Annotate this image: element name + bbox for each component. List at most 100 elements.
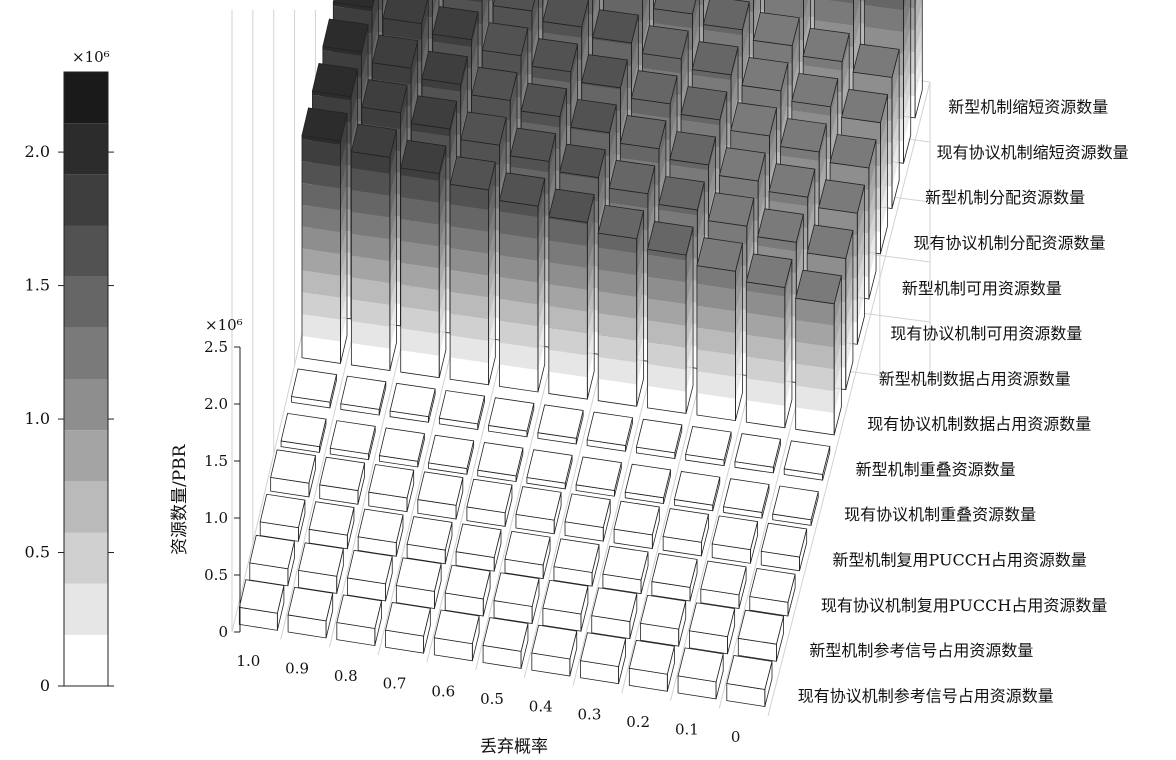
bar — [340, 375, 387, 416]
bar — [542, 579, 589, 632]
bar — [613, 500, 660, 550]
bar — [685, 425, 732, 467]
x-tick-label: 0.1 — [675, 721, 699, 739]
bar — [688, 602, 736, 655]
z-tick-label: 1.0 — [204, 509, 228, 527]
x-tick-label: 0.5 — [480, 690, 504, 708]
bar — [553, 538, 600, 587]
chart-axes: 0 0.5 1.0 1.5 2.0 2.5 1.0 0.9 0.8 0.7 0.6 0.5 0.4 0.3… — [204, 98, 1129, 747]
colorbar-segment — [64, 583, 108, 635]
bar — [433, 609, 480, 662]
bar — [249, 534, 295, 587]
bar — [635, 418, 683, 459]
colorbar-segment — [64, 634, 108, 686]
bar — [640, 594, 687, 647]
bar — [444, 564, 491, 617]
colorbar-segment — [64, 174, 108, 226]
series-label: 新型机制数据占用资源数量 — [879, 369, 1071, 388]
z-tick-label: 1.5 — [204, 452, 228, 470]
colorbar-tick-label: 1.5 — [25, 276, 50, 295]
bar — [406, 516, 453, 565]
bar — [624, 463, 672, 504]
bar — [515, 486, 562, 535]
z-tick-label: 2.5 — [204, 338, 228, 356]
colorbar-segment — [64, 379, 108, 431]
x-axis-title: 丢弃概率 — [480, 737, 548, 757]
bar — [350, 123, 397, 371]
series-label: 新型机制参考信号占用资源数量 — [809, 641, 1033, 660]
colorbar-segment — [64, 276, 108, 328]
bar — [329, 420, 376, 461]
colorbar-segment — [64, 327, 108, 379]
bar — [291, 368, 337, 409]
bar — [368, 464, 415, 513]
bar — [238, 579, 285, 631]
bar — [395, 557, 442, 609]
bar — [772, 485, 819, 526]
bar — [438, 390, 485, 431]
bar — [586, 411, 633, 452]
bar — [673, 471, 721, 512]
bar — [745, 253, 793, 429]
bar — [537, 404, 584, 445]
bar — [385, 602, 431, 654]
x-tick-label: 0.3 — [578, 705, 602, 723]
bar — [417, 471, 464, 520]
bar — [597, 204, 645, 407]
colorbar-exponent-label: ×10⁶ — [72, 48, 110, 66]
bar — [428, 434, 475, 475]
bar — [280, 412, 327, 453]
bar — [602, 545, 649, 595]
bar — [726, 655, 773, 708]
x-tick-label: 0.4 — [529, 698, 553, 716]
bar — [259, 493, 306, 542]
bar — [493, 572, 540, 625]
x-tick-label: 0 — [731, 728, 741, 746]
bar — [298, 542, 344, 594]
bar — [301, 107, 348, 364]
bar — [346, 549, 393, 602]
series-label: 现有协议机制可用资源数量 — [890, 324, 1082, 343]
colorbar-segment — [64, 430, 108, 482]
colorbar-tick-label: 2.0 — [25, 142, 50, 161]
bar — [647, 221, 694, 414]
bar — [504, 530, 551, 580]
bar — [482, 617, 529, 669]
x-tick-label: 0.2 — [626, 713, 650, 731]
colorbar-tick-label: 1.0 — [25, 409, 50, 428]
series-label: 新型机制重叠资源数量 — [856, 460, 1016, 479]
bar — [575, 456, 622, 497]
series-label: 新型机制复用PUCCH占用资源数量 — [833, 551, 1087, 570]
x-tick-label: 0.6 — [431, 682, 455, 700]
bar — [449, 156, 496, 386]
z-tick-label: 0 — [218, 623, 228, 641]
bar — [628, 639, 675, 692]
series-label: 新型机制分配资源数量 — [925, 188, 1085, 207]
series-label: 现有协议机制参考信号占用资源数量 — [798, 686, 1054, 705]
bar — [477, 441, 524, 483]
bar — [662, 508, 709, 557]
colorbar-tick-label: 0.5 — [25, 543, 50, 562]
bar — [760, 522, 808, 572]
bar — [378, 427, 425, 468]
bar — [734, 433, 781, 474]
bar — [749, 568, 796, 617]
z-exponent-label: ×10⁶ — [205, 316, 243, 334]
bar — [795, 269, 842, 436]
bar — [737, 609, 785, 662]
bar — [783, 440, 831, 481]
bar — [336, 594, 383, 647]
bar — [488, 397, 535, 438]
bar — [700, 560, 747, 610]
colorbar-segment — [64, 72, 108, 124]
x-tick-label: 0.7 — [383, 675, 407, 693]
bar — [455, 523, 502, 572]
bar — [526, 449, 573, 490]
bar — [591, 587, 638, 640]
series-label: 现有协议机制缩短资源数量 — [937, 143, 1129, 162]
bar — [400, 139, 447, 379]
bar — [696, 237, 743, 422]
z-tick-label: 0.5 — [204, 566, 228, 584]
z-tick-label: 2.0 — [204, 395, 228, 413]
